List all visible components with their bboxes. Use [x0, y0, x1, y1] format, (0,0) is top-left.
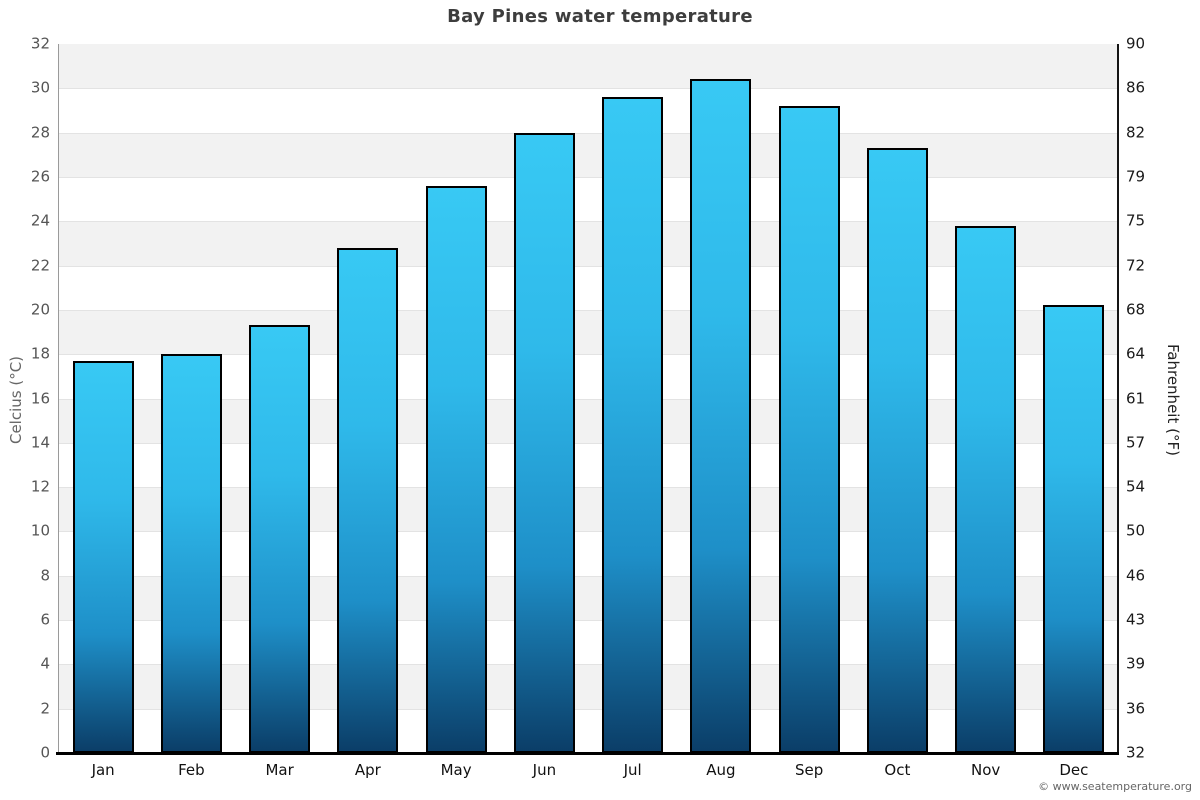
gridline: [59, 265, 1118, 267]
plot-band: [59, 575, 1118, 621]
bar-apr: [337, 247, 399, 753]
month-label-jul: Jul: [623, 761, 642, 779]
celsius-tick-label: 24: [30, 211, 50, 230]
fahrenheit-tick-label: 82: [1126, 123, 1146, 142]
month-label-jun: Jun: [532, 761, 557, 779]
gridline: [59, 487, 1118, 489]
plot-band: [59, 398, 1118, 443]
celsius-tick-label: 32: [30, 34, 50, 53]
y-axis-title-fahrenheit: Fahrenheit (°F): [1164, 344, 1182, 456]
copyright-text: © www.seatemperature.org: [1038, 780, 1192, 793]
gridline: [59, 398, 1118, 400]
fahrenheit-tick-label: 50: [1126, 521, 1146, 540]
x-axis-month-labels: Jan Feb Mar Apr May Jun Jul Aug Sep Oct Nov Dec: [59, 761, 1118, 785]
y-axis-fahrenheit-ticks: 90 86 82 79 75 72 68 64 61 57 54 50 46 43 39 36 32: [1126, 36, 1186, 760]
celsius-tick-label: 0: [40, 743, 50, 762]
celsius-tick-label: 12: [30, 477, 50, 496]
fahrenheit-tick-label: 75: [1126, 211, 1146, 230]
celsius-tick-label: 20: [30, 300, 50, 319]
gridline: [59, 575, 1118, 577]
bar-jun: [513, 132, 575, 753]
fahrenheit-tick-label: 43: [1126, 610, 1146, 629]
fahrenheit-tick-label: 68: [1126, 300, 1146, 319]
x-axis-line: [56, 752, 1119, 755]
y-axis-title-celsius: Celcius (°C): [7, 355, 25, 445]
gridline: [59, 664, 1118, 666]
gridline: [59, 88, 1118, 90]
month-label-mar: Mar: [265, 761, 294, 779]
fahrenheit-tick-label: 46: [1126, 566, 1146, 585]
bar-sep: [778, 106, 840, 753]
bar-jan: [72, 360, 134, 753]
fahrenheit-tick-label: 61: [1126, 389, 1146, 407]
celsius-tick-label: 22: [30, 256, 50, 275]
gridline: [59, 531, 1118, 533]
fahrenheit-tick-label: 36: [1126, 699, 1146, 718]
bar-dec: [1043, 305, 1105, 753]
celsius-tick-label: 6: [40, 610, 50, 629]
bar-mar: [249, 325, 311, 753]
fahrenheit-tick-label: 39: [1126, 654, 1146, 673]
celsius-tick-label: 18: [30, 344, 50, 363]
fahrenheit-tick-label: 32: [1126, 743, 1146, 762]
bar-jul: [602, 97, 664, 753]
gridline: [59, 176, 1118, 178]
fahrenheit-tick-label: 86: [1126, 78, 1146, 97]
fahrenheit-tick-label: 72: [1126, 256, 1146, 275]
plot-band: [59, 664, 1118, 709]
plot-band: [59, 132, 1118, 177]
gridline: [59, 309, 1118, 311]
celsius-tick-label: 14: [30, 433, 50, 452]
celsius-tick-label: 4: [40, 654, 50, 673]
month-label-apr: Apr: [354, 761, 381, 779]
bar-aug: [690, 79, 752, 753]
bar-oct: [866, 148, 928, 753]
bar-may: [425, 185, 487, 753]
celsius-tick-label: 8: [40, 566, 50, 585]
gridline: [59, 354, 1118, 356]
fahrenheit-tick-label: 54: [1126, 477, 1146, 496]
gridline: [59, 708, 1118, 710]
month-label-feb: Feb: [178, 761, 205, 779]
plot-band: [59, 487, 1118, 532]
fahrenheit-tick-label: 90: [1126, 34, 1146, 53]
y-axis-celsius-ticks: 32 30 28 26 24 22 20 18 16 14 12 10 8 6 4 2 0: [0, 36, 50, 760]
fahrenheit-tick-label: 64: [1126, 344, 1146, 363]
y-axis-line-right: [1117, 44, 1119, 753]
gridline: [59, 132, 1118, 134]
fahrenheit-tick-label: 57: [1126, 433, 1146, 452]
gridline: [59, 620, 1118, 622]
month-label-aug: Aug: [706, 761, 736, 779]
celsius-tick-label: 10: [30, 521, 50, 540]
gridline: [59, 221, 1118, 223]
plot-band: [59, 44, 1118, 89]
month-label-nov: Nov: [970, 761, 1001, 779]
month-label-may: May: [440, 761, 472, 779]
celsius-tick-label: 2: [40, 699, 50, 718]
month-label-jan: Jan: [91, 761, 115, 779]
chart-title: Bay Pines water temperature: [447, 6, 753, 27]
month-label-sep: Sep: [794, 761, 824, 779]
month-label-dec: Dec: [1059, 761, 1089, 779]
fahrenheit-tick-label: 79: [1126, 167, 1146, 186]
plot-band: [59, 221, 1118, 266]
gridline: [59, 442, 1118, 444]
plot-band: [59, 309, 1118, 355]
plot-area: [59, 44, 1118, 753]
celsius-tick-label: 28: [30, 123, 50, 142]
bar-feb: [160, 354, 222, 753]
celsius-tick-label: 30: [30, 78, 50, 97]
celsius-tick-label: 26: [30, 167, 50, 186]
month-label-oct: Oct: [884, 761, 911, 779]
y-axis-line-left: [58, 44, 59, 753]
celsius-tick-label: 16: [30, 389, 50, 407]
bar-nov: [955, 225, 1017, 753]
